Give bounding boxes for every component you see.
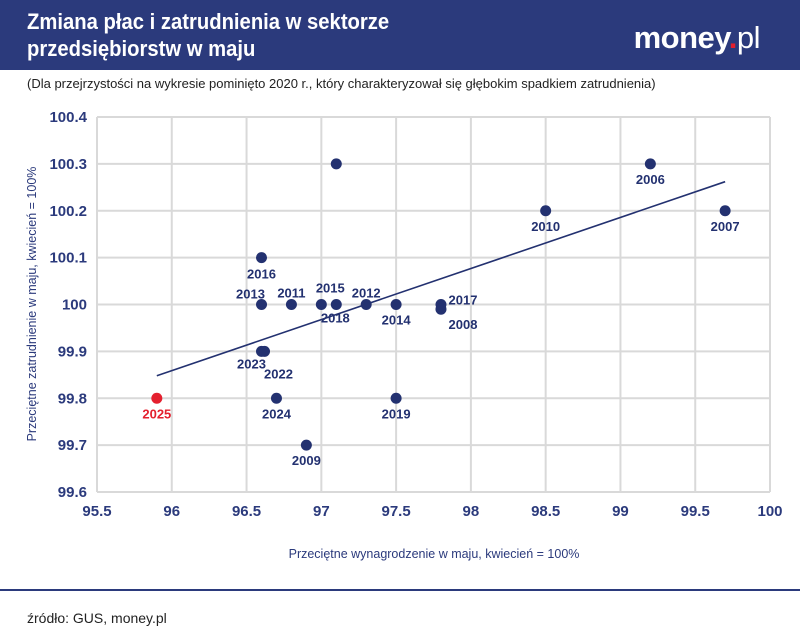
data-point xyxy=(330,299,342,310)
x-tick-label: 96.5 xyxy=(232,503,261,520)
x-tick-label: 98.5 xyxy=(531,503,560,520)
y-tick-label: 100 xyxy=(62,297,87,314)
data-point xyxy=(285,299,297,310)
data-point xyxy=(540,205,552,217)
y-tick-label: 99.7 xyxy=(58,437,87,454)
data-point xyxy=(256,252,268,264)
data-point xyxy=(360,299,372,310)
source-note: źródło: GUS, money.pl xyxy=(27,610,167,626)
chart-subtitle: (Dla przejrzystości na wykresie pominięt… xyxy=(27,76,656,91)
y-axis-label: Przeciętne zatrudnienie w maju, kwiecień… xyxy=(25,167,39,442)
data-point xyxy=(315,299,327,310)
scatter-chart: 95.5 96 96.5 97 97.5 98 98.5 99 99.5 100 99.6 99.7 9… xyxy=(25,109,783,561)
x-tick-label: 95.5 xyxy=(82,503,111,520)
footer-divider xyxy=(0,589,800,591)
data-label: 2012 xyxy=(352,286,381,301)
data-label: 2010 xyxy=(531,219,560,234)
data-label: 2009 xyxy=(292,453,321,468)
data-point xyxy=(644,158,656,170)
data-label: 2014 xyxy=(382,313,412,328)
y-tick-label: 99.9 xyxy=(58,343,87,360)
data-label: 2011 xyxy=(277,286,305,301)
chart-title: Zmiana płac i zatrudnienia w sektorze pr… xyxy=(27,9,390,61)
data-label: 2024 xyxy=(262,406,292,421)
y-tick-label: 100.4 xyxy=(49,109,87,126)
data-label: 2008 xyxy=(449,317,478,332)
data-label: 2025 xyxy=(142,406,171,421)
data-label: 2019 xyxy=(382,406,411,421)
data-label: 2017 xyxy=(449,293,478,308)
data-point xyxy=(330,158,342,170)
x-tick-label: 100 xyxy=(757,503,782,520)
money-pl-logo: money.pl xyxy=(633,20,761,55)
y-tick-label: 99.6 xyxy=(58,484,87,501)
x-tick-label: 97 xyxy=(313,503,330,520)
data-point xyxy=(300,439,312,451)
data-label: 2016 xyxy=(247,267,276,282)
data-label: 2023 xyxy=(237,356,266,371)
data-label: 2015 xyxy=(316,281,345,296)
data-point xyxy=(390,299,402,310)
trendline xyxy=(156,180,726,377)
x-tick-label: 98 xyxy=(463,503,480,520)
x-tick-label: 97.5 xyxy=(382,503,411,520)
data-point xyxy=(435,303,447,315)
data-label: 2007 xyxy=(711,219,740,234)
header-band: Zmiana płac i zatrudnienia w sektorze pr… xyxy=(0,0,800,70)
data-point xyxy=(256,299,268,310)
y-tick-label: 100.2 xyxy=(49,203,87,220)
data-label: 2022 xyxy=(264,366,293,381)
data-point xyxy=(719,205,731,217)
x-tick-label: 96 xyxy=(163,503,180,520)
data-point xyxy=(151,392,163,404)
data-label: 2018 xyxy=(321,311,350,326)
x-tick-label: 99.5 xyxy=(681,503,710,520)
data-label: 2006 xyxy=(636,172,665,187)
data-point xyxy=(259,345,271,357)
x-axis-label: Przeciętne wynagrodzenie w maju, kwiecie… xyxy=(289,547,580,561)
data-label: 2013 xyxy=(236,287,265,302)
y-tick-label: 100.3 xyxy=(49,156,87,173)
data-point xyxy=(390,392,402,404)
y-tick-label: 99.8 xyxy=(58,390,87,407)
y-tick-label: 100.1 xyxy=(49,250,87,267)
x-tick-label: 99 xyxy=(612,503,629,520)
data-point xyxy=(270,392,282,404)
